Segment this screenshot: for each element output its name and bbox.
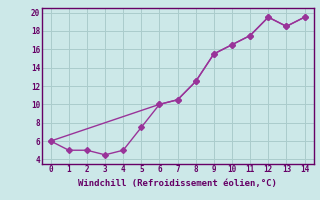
X-axis label: Windchill (Refroidissement éolien,°C): Windchill (Refroidissement éolien,°C) <box>78 179 277 188</box>
